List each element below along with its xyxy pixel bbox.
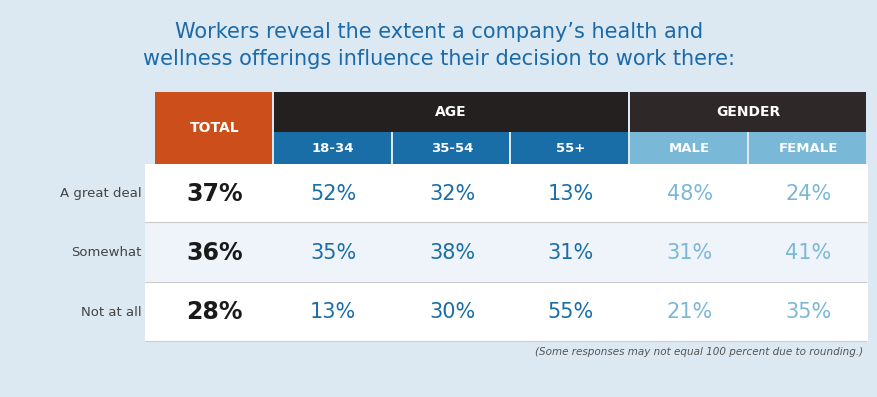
Bar (274, 132, 390, 164)
Bar (145, 224, 867, 281)
Text: 13%: 13% (310, 303, 356, 322)
Bar (511, 132, 628, 164)
Text: 32%: 32% (429, 184, 474, 204)
Text: FEMALE: FEMALE (778, 141, 838, 154)
Text: 48%: 48% (666, 184, 712, 204)
Text: Not at all: Not at all (82, 306, 142, 319)
Text: 55%: 55% (547, 303, 594, 322)
Text: Workers reveal the extent a company’s health and: Workers reveal the extent a company’s he… (175, 22, 702, 42)
Bar (630, 92, 865, 132)
Text: 13%: 13% (547, 184, 594, 204)
Text: 21%: 21% (666, 303, 712, 322)
Text: 38%: 38% (429, 243, 474, 263)
Text: 52%: 52% (310, 184, 356, 204)
Text: 31%: 31% (666, 243, 712, 263)
Text: 18-34: 18-34 (311, 141, 354, 154)
Text: 28%: 28% (186, 301, 242, 324)
Text: 55+: 55+ (556, 141, 585, 154)
Text: 35%: 35% (785, 303, 831, 322)
Text: 24%: 24% (785, 184, 831, 204)
Bar (392, 132, 509, 164)
Text: 41%: 41% (785, 243, 831, 263)
Text: AGE: AGE (435, 105, 467, 119)
Text: wellness offerings influence their decision to work there:: wellness offerings influence their decis… (143, 49, 734, 69)
Text: A great deal: A great deal (61, 187, 142, 200)
Text: MALE: MALE (668, 141, 709, 154)
Text: 36%: 36% (186, 241, 242, 265)
Bar (155, 92, 272, 164)
Bar (145, 283, 867, 341)
Bar (630, 132, 746, 164)
Text: 30%: 30% (429, 303, 474, 322)
Text: (Some responses may not equal 100 percent due to rounding.): (Some responses may not equal 100 percen… (534, 347, 862, 357)
Text: 35-54: 35-54 (431, 141, 473, 154)
Text: 31%: 31% (547, 243, 594, 263)
Bar (274, 92, 628, 132)
Text: GENDER: GENDER (716, 105, 780, 119)
Text: TOTAL: TOTAL (189, 121, 239, 135)
Text: Somewhat: Somewhat (72, 247, 142, 260)
Bar (748, 132, 865, 164)
Text: 37%: 37% (186, 182, 242, 206)
Text: 35%: 35% (310, 243, 356, 263)
Bar (145, 164, 867, 222)
